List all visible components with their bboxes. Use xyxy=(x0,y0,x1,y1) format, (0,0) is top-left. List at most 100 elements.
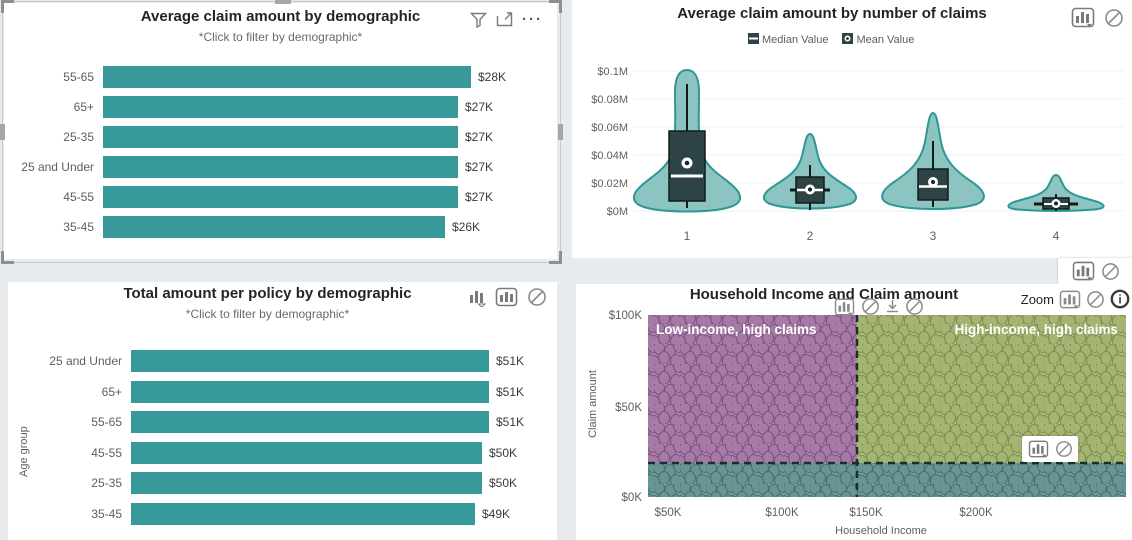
x-axis-title: Household Income xyxy=(835,525,927,537)
value-label: $49K xyxy=(482,507,511,521)
value-label: $50K xyxy=(489,476,518,490)
visual-total-amount-per-policy[interactable]: Total amount per policy by demographic *… xyxy=(8,282,557,540)
category-label: 45-55 xyxy=(91,446,122,460)
x-tick: $50K xyxy=(655,507,682,519)
show-as-table-icon[interactable] xyxy=(1072,261,1095,281)
bar-row[interactable]: 65+ $51K xyxy=(32,381,524,403)
bar[interactable] xyxy=(103,126,458,148)
bar[interactable] xyxy=(131,350,489,372)
y-tick: $0.08M xyxy=(591,94,628,106)
box-plot-1[interactable] xyxy=(668,84,706,208)
region-low-income-high-claims[interactable] xyxy=(648,315,857,463)
value-label: $28K xyxy=(478,70,507,84)
box-plot-4[interactable] xyxy=(1034,194,1078,211)
y-axis-title: Claim amount xyxy=(587,370,599,438)
value-label: $26K xyxy=(452,220,481,234)
violin-plot[interactable]: $0M $0.02M $0.04M $0.06M $0.08M $0.1M xyxy=(572,0,1132,258)
box-plot-3[interactable] xyxy=(917,141,949,207)
bar[interactable] xyxy=(103,96,458,118)
resize-handle-right[interactable] xyxy=(558,124,563,140)
bar[interactable] xyxy=(103,216,445,238)
bar-row[interactable]: 35-45 $26K xyxy=(4,216,480,238)
y-tick: $0.02M xyxy=(591,178,628,190)
chart-title: Average claim amount by demographic xyxy=(140,8,421,25)
region-label-high-income: High-income, high claims xyxy=(954,322,1118,337)
bar-row[interactable]: 55-65 $51K xyxy=(32,411,524,433)
visual-avg-claim-by-demographic[interactable]: Average claim amount by demographic *Cli… xyxy=(4,3,557,259)
chart-filter-icon[interactable] xyxy=(469,287,486,307)
show-as-table-icon[interactable] xyxy=(1071,7,1095,28)
x-tick: $150K xyxy=(849,507,883,519)
bar-row[interactable]: 25-35 $27K xyxy=(4,126,493,148)
legend: Median Value Mean Value xyxy=(748,33,914,46)
bar[interactable] xyxy=(131,503,475,525)
column-chart-icon[interactable] xyxy=(495,287,518,307)
visual-avg-claim-by-number-of-claims[interactable]: Average claim amount by number of claims… xyxy=(572,0,1132,258)
bar-row[interactable]: 25 and Under $51K xyxy=(32,350,524,372)
region-high-income-high-claims[interactable] xyxy=(857,315,1126,463)
value-label: $51K xyxy=(496,415,525,429)
show-as-table-icon[interactable] xyxy=(834,298,855,316)
info-icon[interactable]: i xyxy=(1110,289,1130,309)
bar-row[interactable]: 25-35 $50K xyxy=(32,472,517,494)
prohibited-icon[interactable] xyxy=(527,287,547,307)
legend-item-median[interactable]: Median Value xyxy=(748,33,828,46)
bar-row[interactable]: 55-65 $28K xyxy=(4,66,506,88)
category-label: 25-35 xyxy=(63,130,94,144)
download-arrow-icon[interactable] xyxy=(886,299,899,314)
x-tick: 3 xyxy=(930,229,937,243)
x-tick: $200K xyxy=(959,507,993,519)
chart-title: Total amount per policy by demographic xyxy=(123,285,412,302)
bar[interactable] xyxy=(103,186,458,208)
region-label-low-income: Low-income, high claims xyxy=(656,322,817,337)
bar[interactable] xyxy=(103,66,471,88)
focus-mode-icon[interactable] xyxy=(496,12,513,27)
chart-subtitle: *Click to filter by demographic* xyxy=(185,307,350,321)
bar-row[interactable]: 45-55 $27K xyxy=(4,186,493,208)
category-label: 25 and Under xyxy=(21,160,94,174)
prohibited-icon[interactable] xyxy=(1104,8,1124,28)
bar-row[interactable]: 25 and Under $27K xyxy=(4,156,493,178)
scatter-plot[interactable]: Low-income, high claims High-income, hig… xyxy=(576,284,1132,540)
bar-row[interactable]: 45-55 $50K xyxy=(32,442,517,464)
floating-visual-toolbar xyxy=(1058,258,1132,284)
bar[interactable] xyxy=(131,411,489,433)
x-tick: 4 xyxy=(1053,229,1060,243)
bar[interactable] xyxy=(131,442,482,464)
y-tick: $0.1M xyxy=(597,66,628,78)
prohibited-icon[interactable] xyxy=(1055,440,1073,458)
prohibited-icon[interactable] xyxy=(905,297,924,316)
legend-item-mean[interactable]: Mean Value xyxy=(842,33,914,46)
box-plot-2[interactable] xyxy=(790,165,830,210)
bar-row[interactable]: 35-45 $49K xyxy=(32,503,510,525)
filter-icon[interactable] xyxy=(470,12,487,28)
visual-household-income-claim-amount[interactable]: Household Income and Claim amount Zoom i xyxy=(576,284,1132,540)
show-as-table-icon[interactable] xyxy=(1059,290,1081,309)
show-as-table-icon[interactable] xyxy=(1028,440,1049,458)
more-options-icon[interactable]: ··· xyxy=(522,11,543,28)
value-label: $50K xyxy=(489,446,518,460)
y-tick: $0K xyxy=(622,492,643,504)
prohibited-icon[interactable] xyxy=(1086,290,1105,309)
bar-row[interactable]: 65+ $27K xyxy=(4,96,493,118)
x-tick: $100K xyxy=(765,507,799,519)
region-low-claims[interactable] xyxy=(648,463,1126,497)
median-swatch-icon xyxy=(748,33,759,44)
category-label: 35-45 xyxy=(91,507,122,521)
bar[interactable] xyxy=(103,156,458,178)
x-tick: 1 xyxy=(684,229,691,243)
bar[interactable] xyxy=(131,472,482,494)
y-tick: $0.06M xyxy=(591,122,628,134)
inplot-visual-toolbar xyxy=(1022,436,1078,462)
prohibited-icon[interactable] xyxy=(1101,262,1120,281)
overlapping-toolbar xyxy=(834,297,924,316)
zoom-label: Zoom xyxy=(1020,291,1054,307)
value-label: $27K xyxy=(465,130,494,144)
category-label: 25 and Under xyxy=(49,354,122,368)
category-label: 65+ xyxy=(73,100,94,114)
value-label: $27K xyxy=(465,100,494,114)
bar[interactable] xyxy=(131,381,489,403)
value-label: $51K xyxy=(496,385,525,399)
prohibited-icon[interactable] xyxy=(861,297,880,316)
